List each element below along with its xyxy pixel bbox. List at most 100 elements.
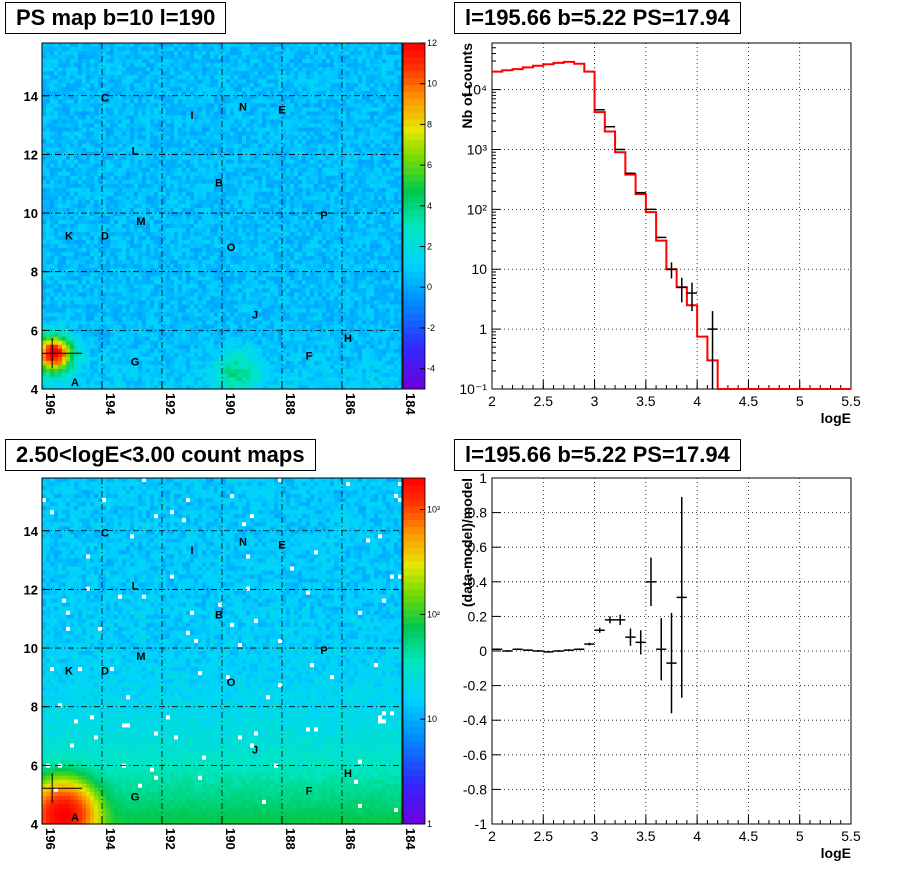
- x-tick-label: 196: [43, 393, 58, 415]
- colorbar-tick-label: 10²: [427, 609, 440, 619]
- y-tick-label: 12: [24, 147, 38, 162]
- y-tick-label: 6: [31, 323, 38, 338]
- data-point: [523, 649, 533, 651]
- source-label-l: L: [132, 145, 139, 157]
- count-map-title: 2.50<logE<3.00 count maps: [5, 439, 316, 471]
- y-tick-label: -0.6: [463, 747, 487, 763]
- x-tick-label: 4.5: [739, 828, 759, 844]
- source-label-i: I: [190, 110, 193, 122]
- x-tick-label: 192: [163, 393, 178, 415]
- colorbar-tick-label: 10³: [427, 505, 440, 515]
- ps-map-title: PS map b=10 l=190: [5, 2, 226, 34]
- y-axis-label: (data-model)/model: [459, 478, 475, 607]
- data-point: [646, 558, 656, 606]
- colorbar-tick-label: -4: [427, 364, 435, 374]
- x-tick-label: 184: [403, 393, 418, 415]
- data-point: [666, 262, 676, 278]
- x-tick-label: 194: [103, 828, 118, 850]
- x-tick-label: 2: [488, 393, 496, 409]
- y-tick-label: 10³: [467, 141, 488, 157]
- x-tick-label: 5: [796, 828, 804, 844]
- x-tick-label: 3: [591, 828, 599, 844]
- y-tick-label: 8: [31, 265, 38, 280]
- source-label-e: E: [278, 539, 285, 551]
- y-tick-label: 10: [24, 641, 38, 656]
- source-label-f: F: [306, 351, 313, 363]
- y-tick-label: 10²: [467, 201, 488, 217]
- data-point: [625, 629, 635, 646]
- data-point: [513, 648, 523, 650]
- colorbar: [403, 43, 425, 390]
- x-tick-label: 188: [283, 393, 298, 415]
- source-label-p: P: [320, 210, 327, 222]
- source-label-f: F: [306, 786, 313, 798]
- data-point: [707, 311, 717, 389]
- y-tick-label: 0: [479, 643, 487, 659]
- data-point: [687, 283, 697, 312]
- x-tick-label: 5.5: [841, 393, 861, 409]
- source-label-k: K: [65, 665, 73, 677]
- x-tick-label: 190: [223, 828, 238, 850]
- colorbar-tick-label: 8: [427, 119, 432, 129]
- source-label-o: O: [227, 677, 236, 689]
- source-label-j: J: [252, 745, 258, 757]
- y-tick-label: 10: [24, 206, 38, 221]
- y-tick-label: 10⁻¹: [459, 381, 487, 397]
- x-tick-label: 2.5: [534, 828, 554, 844]
- source-label-g: G: [131, 357, 140, 369]
- data-point: [605, 616, 615, 623]
- source-label-i: I: [190, 545, 193, 557]
- colorbar-tick-label: 10: [427, 79, 437, 89]
- source-label-h: H: [344, 768, 352, 780]
- x-tick-label: 3: [591, 393, 599, 409]
- y-tick-label: 4: [31, 817, 39, 832]
- colorbar-tick-label: 4: [427, 201, 432, 211]
- source-label-a: A: [71, 812, 79, 824]
- data-point: [677, 278, 687, 303]
- data-point: [564, 649, 574, 651]
- data-point: [584, 643, 594, 646]
- spectrum-title: l=195.66 b=5.22 PS=17.94: [454, 2, 741, 34]
- source-label-b: B: [215, 178, 223, 190]
- source-label-c: C: [101, 93, 109, 105]
- y-tick-label: 14: [24, 524, 39, 539]
- colorbar-tick-label: -2: [427, 323, 435, 333]
- source-label-j: J: [252, 310, 258, 322]
- x-axis-label: logE: [821, 845, 851, 861]
- data-point: [502, 650, 512, 652]
- y-tick-label: 8: [31, 700, 38, 715]
- x-tick-label: 196: [43, 828, 58, 850]
- source-label-c: C: [101, 528, 109, 540]
- y-tick-label: 10: [471, 261, 487, 277]
- source-label-b: B: [215, 610, 223, 622]
- x-tick-label: 4: [693, 393, 701, 409]
- source-label-m: M: [136, 651, 145, 663]
- data-point: [574, 648, 584, 650]
- x-tick-label: 4: [693, 828, 701, 844]
- source-label-d: D: [101, 230, 109, 242]
- y-tick-label: 6: [31, 758, 38, 773]
- y-tick-label: 4: [31, 382, 39, 397]
- x-tick-label: 3.5: [636, 828, 656, 844]
- source-label-g: G: [131, 792, 140, 804]
- x-tick-label: 5: [796, 393, 804, 409]
- colorbar-tick-label: 0: [427, 282, 432, 292]
- model-line: [492, 62, 851, 389]
- colorbar-tick-label: 2: [427, 242, 432, 252]
- x-tick-label: 184: [403, 828, 418, 850]
- source-label-o: O: [227, 242, 236, 254]
- colorbar: [403, 478, 425, 825]
- x-tick-label: 192: [163, 828, 178, 850]
- source-label-l: L: [132, 580, 139, 592]
- x-tick-label: 3.5: [636, 393, 656, 409]
- colorbar-tick-label: 10: [427, 714, 437, 724]
- x-tick-label: 2.5: [534, 393, 554, 409]
- x-tick-label: 188: [283, 828, 298, 850]
- y-axis-label: Nb of counts: [459, 43, 475, 129]
- x-tick-label: 186: [343, 828, 358, 850]
